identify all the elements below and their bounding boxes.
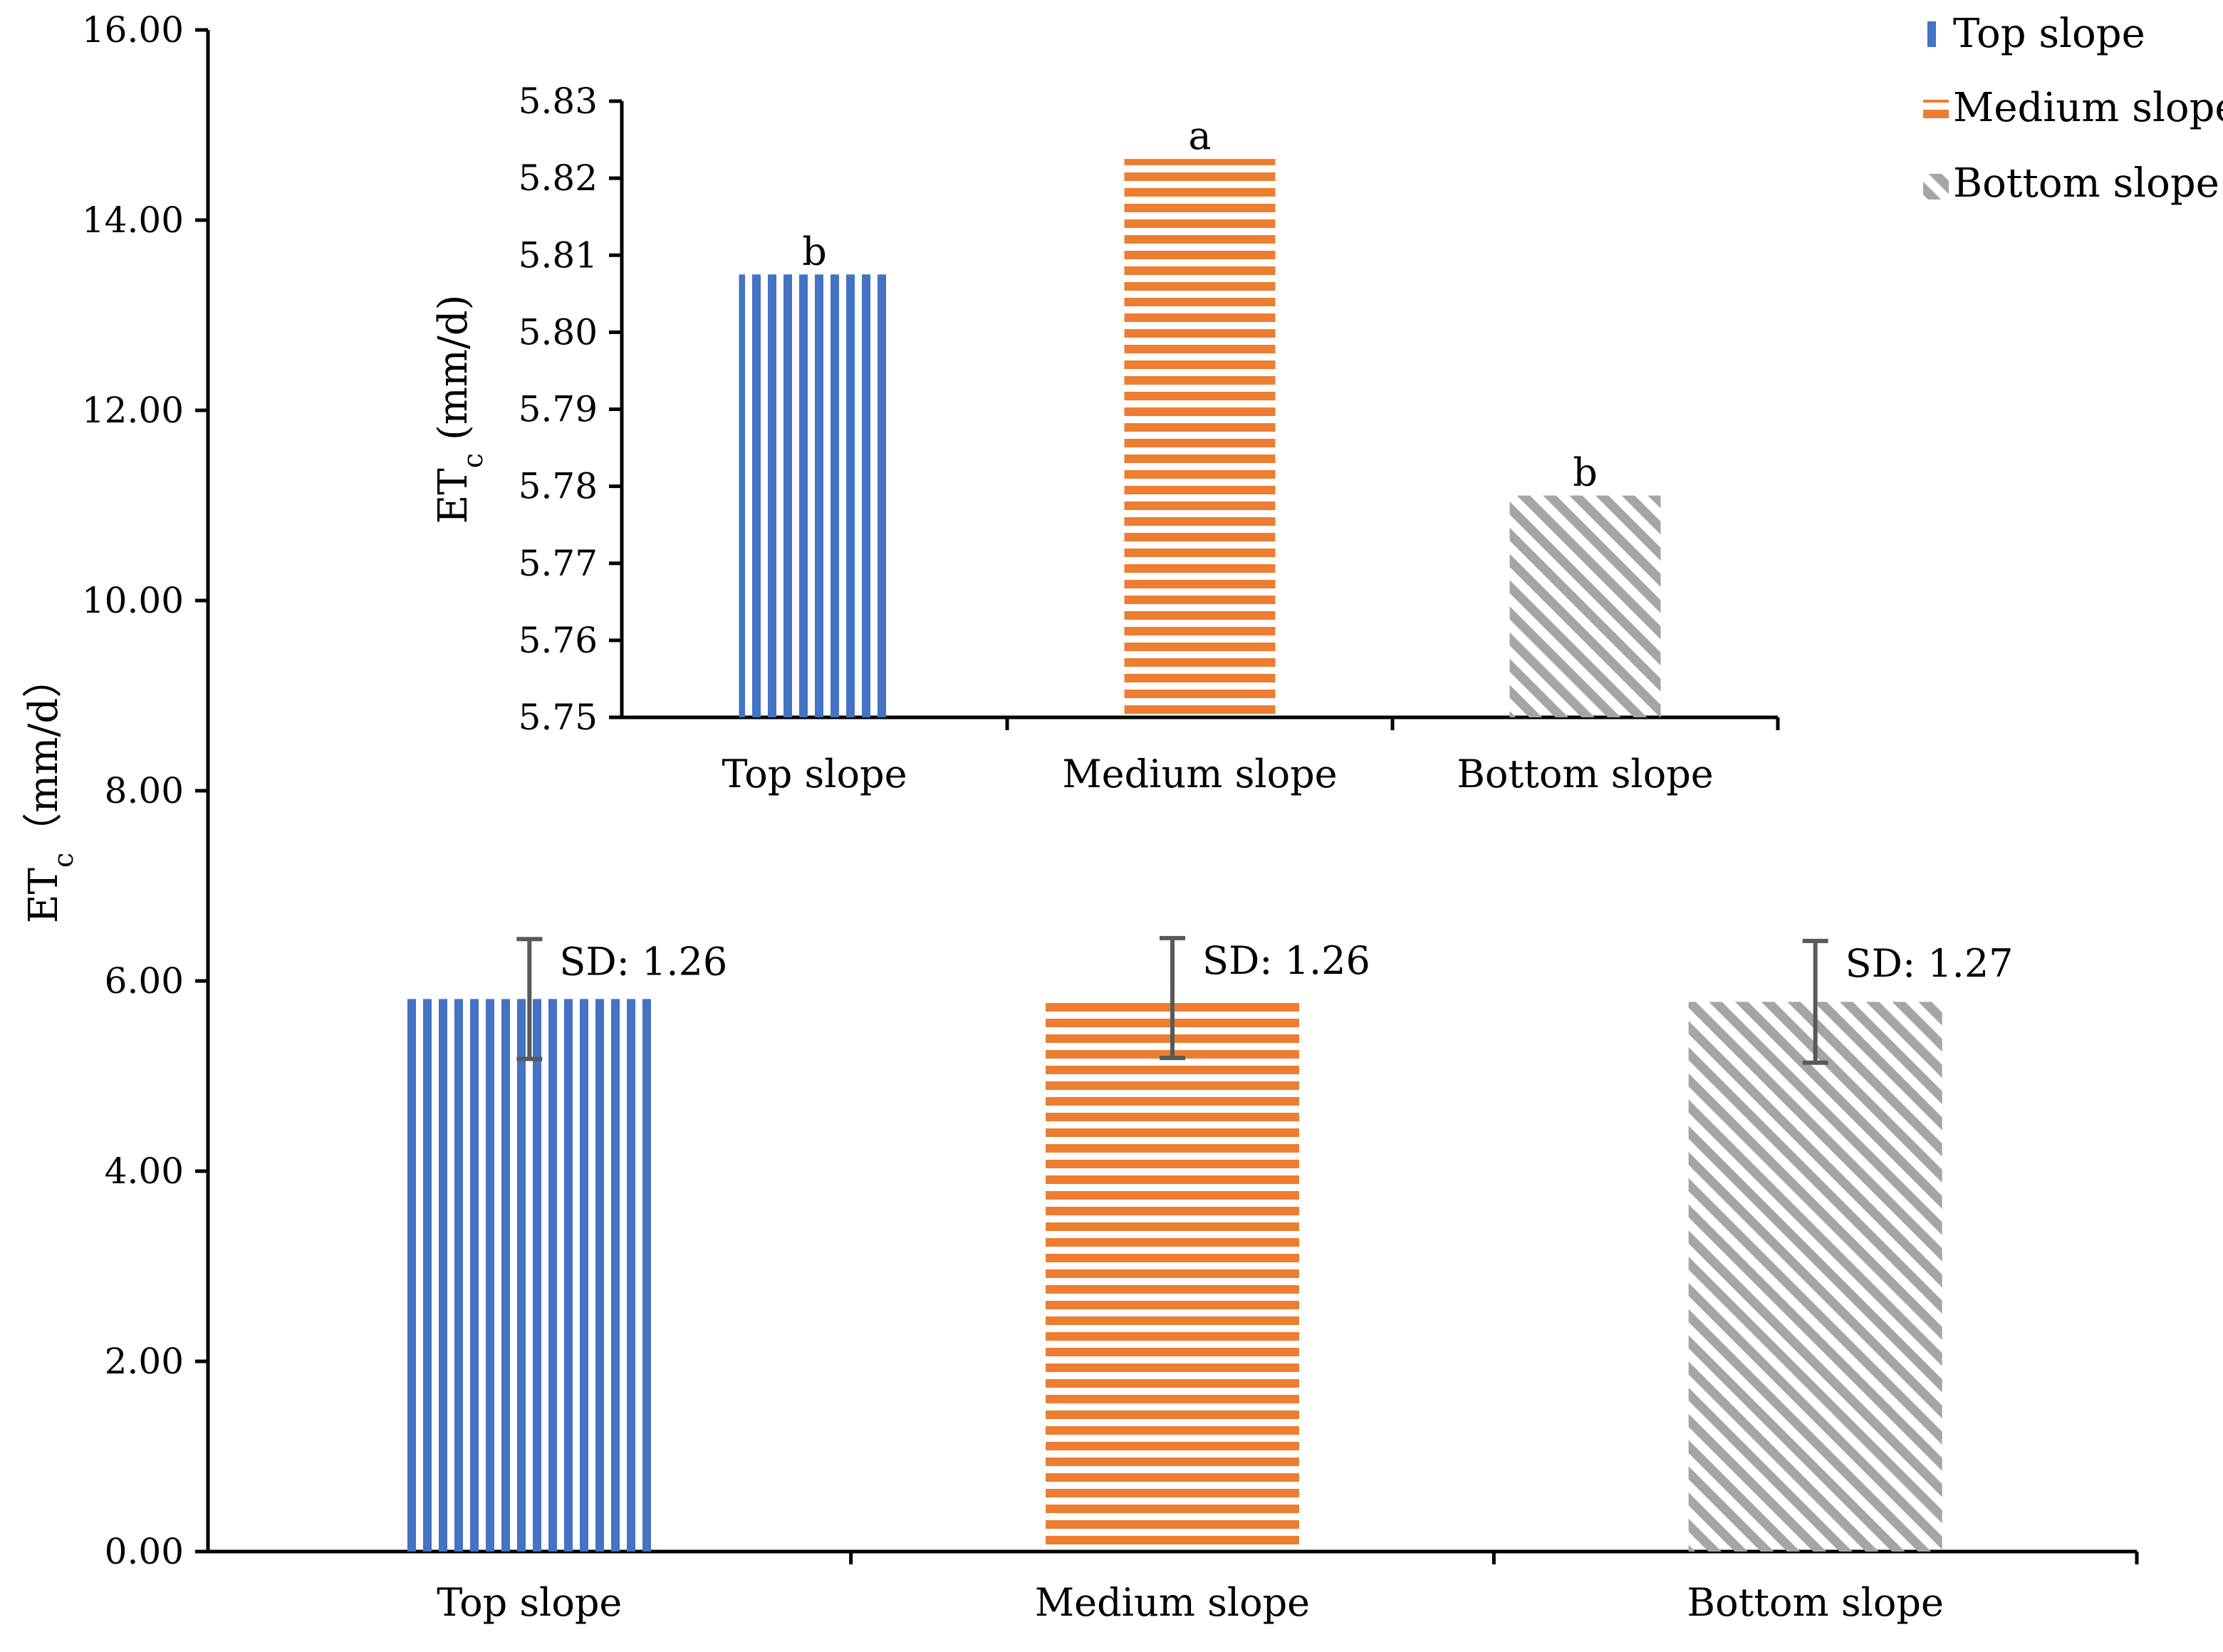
legend-swatch-medium-slope xyxy=(1923,100,1949,121)
bar-top-slope xyxy=(402,999,657,1552)
main-chart: 0.00 2.00 4.00 6.00 8.00 10.00 12.00 14.00 16.00… xyxy=(21,9,2139,1625)
data-label-top-slope: b xyxy=(802,229,827,274)
x-tick-label: Top slope xyxy=(722,752,907,796)
y-tick-label: 10.00 xyxy=(82,580,184,621)
y-tick-label: 8.00 xyxy=(105,770,184,811)
y-tick-label: 6.00 xyxy=(105,960,184,1002)
y-tick-label: 16.00 xyxy=(82,9,184,51)
legend: Top slope Medium slope Bottom slope xyxy=(1923,11,2223,207)
data-label-bottom-slope: b xyxy=(1573,450,1598,495)
x-tick-label: Medium slope xyxy=(1062,752,1337,796)
y-tick-label: 5.76 xyxy=(519,620,598,661)
y-tick-label: 5.81 xyxy=(519,234,598,276)
legend-label-medium-slope: Medium slope xyxy=(1953,85,2223,131)
y-tick-label: 0.00 xyxy=(105,1531,184,1572)
y-axis-title: ETc（mm/d） xyxy=(21,658,79,923)
bar-bottom-slope xyxy=(1688,1002,1942,1552)
y-tick-label: 5.83 xyxy=(519,80,598,122)
y-axis-title: ETc (mm/d) xyxy=(430,295,489,524)
data-label-medium-slope: a xyxy=(1188,113,1211,158)
x-tick-label: Bottom slope xyxy=(1687,1580,1944,1625)
x-tick-label: Bottom slope xyxy=(1457,752,1714,796)
legend-label-bottom-slope: Bottom slope xyxy=(1953,160,2219,207)
y-tick-label: 5.82 xyxy=(519,157,598,199)
data-label-medium-slope: SD: 1.26 xyxy=(1202,938,1370,983)
inset-chart: 5.75 5.76 5.77 5.78 5.79 5.80 5.81 5.82 5.83 Top … xyxy=(430,80,1780,796)
y-tick-label: 5.79 xyxy=(519,389,598,430)
y-tick-label: 5.80 xyxy=(519,311,598,353)
data-label-top-slope: SD: 1.26 xyxy=(559,939,727,984)
y-tick-label: 12.00 xyxy=(82,390,184,431)
bar-medium-slope xyxy=(1046,998,1299,1552)
x-tick-label: Medium slope xyxy=(1035,1580,1310,1625)
y-tick-label: 4.00 xyxy=(105,1150,184,1192)
y-tick-label: 14.00 xyxy=(82,199,184,241)
legend-swatch-bottom-slope xyxy=(1923,174,1949,199)
bar-top-slope xyxy=(739,274,890,717)
y-tick-label: 2.00 xyxy=(105,1341,184,1382)
data-label-bottom-slope: SD: 1.27 xyxy=(1845,941,2014,986)
legend-label-top-slope: Top slope xyxy=(1953,11,2145,57)
bar-medium-slope xyxy=(1124,159,1276,717)
y-tick-label: 5.78 xyxy=(519,466,598,507)
x-tick-label: Top slope xyxy=(437,1580,622,1625)
bar-bottom-slope xyxy=(1509,495,1661,717)
y-tick-label: 5.77 xyxy=(519,543,598,584)
y-tick-label: 5.75 xyxy=(519,697,598,738)
legend-swatch-top-slope xyxy=(1923,21,1936,47)
